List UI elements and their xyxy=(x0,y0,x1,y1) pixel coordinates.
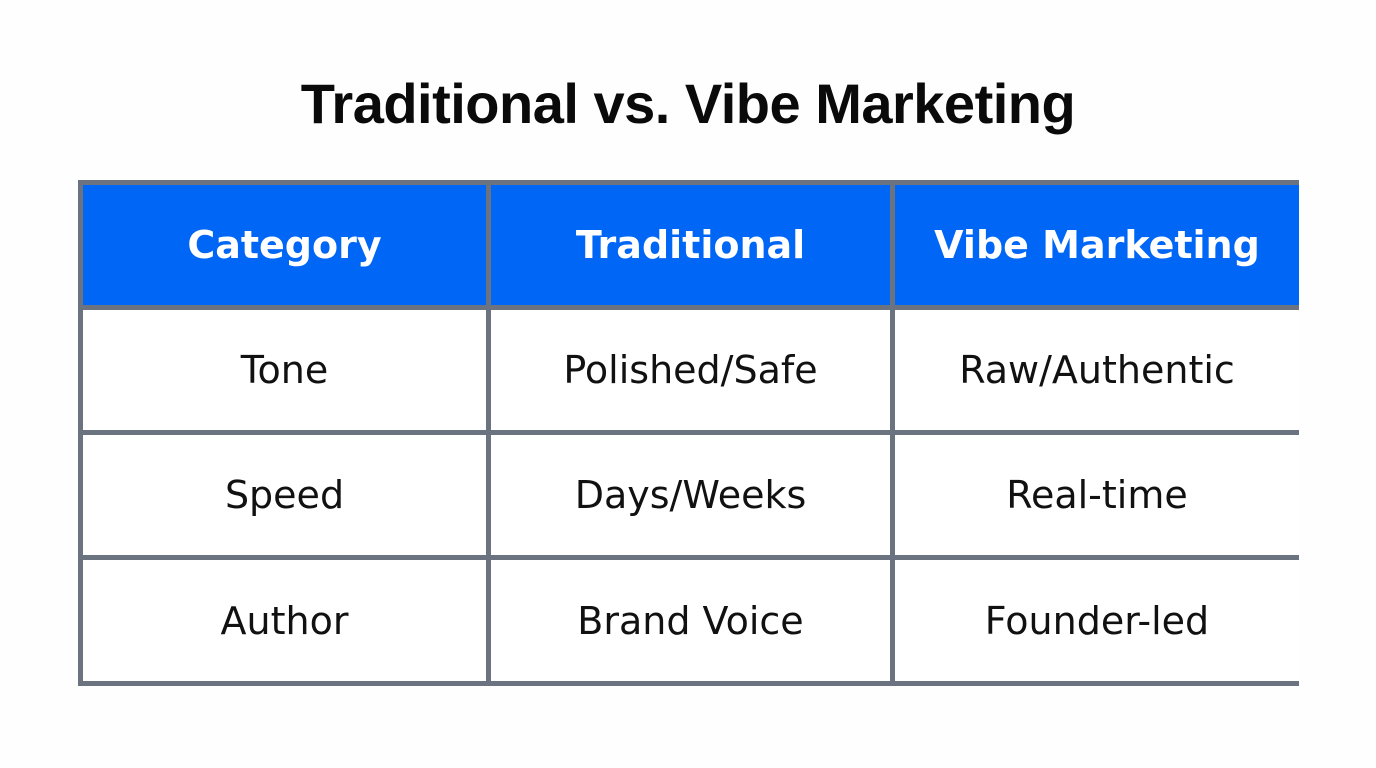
table-cell-traditional: Brand Voice xyxy=(491,560,890,681)
table-cell-category: Speed xyxy=(83,435,486,555)
table-cell-category: Tone xyxy=(83,310,486,430)
table-cell-traditional: Polished/Safe xyxy=(491,310,890,430)
table-cell-vibe: Raw/Authentic xyxy=(895,310,1299,430)
page-title: Traditional vs. Vibe Marketing xyxy=(300,72,1076,135)
table-cell-vibe: Founder-led xyxy=(895,560,1299,681)
table-cell-category: Author xyxy=(83,560,486,681)
header-cell-traditional: Traditional xyxy=(491,185,890,305)
header-cell-category: Category xyxy=(83,185,486,305)
table-cell-traditional: Days/Weeks xyxy=(491,435,890,555)
header-cell-vibe-marketing: Vibe Marketing xyxy=(895,185,1299,305)
comparison-table: Category Traditional Vibe Marketing Tone… xyxy=(78,180,1299,686)
table-cell-vibe: Real-time xyxy=(895,435,1299,555)
